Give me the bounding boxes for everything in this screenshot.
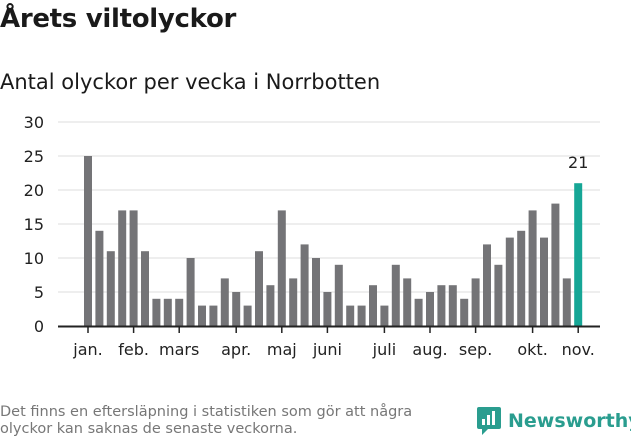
bar-week-11 — [198, 305, 206, 326]
x-tick-label-jan: jan. — [72, 340, 102, 359]
brand-name: Newsworthy — [508, 410, 631, 432]
y-tick-label-15: 15 — [24, 215, 44, 234]
bar-week-44 — [574, 183, 583, 326]
y-tick-label-5: 5 — [34, 283, 44, 302]
bar-week-21 — [312, 258, 320, 326]
bar-week-24 — [346, 305, 355, 326]
bar-week-32 — [437, 285, 446, 326]
bar-week-16 — [255, 251, 263, 326]
bar-week-41 — [540, 237, 548, 326]
chart-subtitle: Antal olyckor per vecka i Norrbotten — [0, 70, 381, 94]
x-tick-label-juni: juni — [312, 340, 342, 359]
x-axis-ticks: jan. feb. mars apr. maj juni juli aug. sep. okt. n… — [72, 327, 595, 359]
bar-week-20 — [300, 244, 309, 326]
annotations: 21 — [568, 153, 588, 172]
bar-week-29 — [403, 278, 412, 326]
brand-logo: Newsworthy — [476, 406, 631, 436]
y-tick-label-25: 25 — [24, 147, 44, 166]
bar-week-7 — [152, 298, 161, 326]
bar-week-4 — [118, 210, 127, 326]
bar-week-40 — [528, 210, 537, 326]
bar-week-42 — [551, 203, 560, 326]
x-tick-label-okt: okt. — [517, 340, 547, 359]
bar-week-10 — [186, 258, 195, 326]
bar-week-18 — [277, 210, 286, 326]
footnote: Det finns en eftersläpning i statistiken… — [0, 404, 413, 437]
x-tick-label-juli: juli — [372, 340, 396, 359]
x-tick-label-maj: maj — [267, 340, 297, 359]
bar-week-37 — [494, 264, 503, 326]
bar-week-27 — [380, 305, 389, 326]
bar-week-19 — [289, 278, 298, 326]
bar-week-13 — [220, 278, 229, 326]
bar-week-31 — [426, 292, 434, 326]
bar-week-25 — [357, 305, 366, 326]
bars — [84, 156, 583, 326]
bar-week-15 — [243, 305, 252, 326]
y-tick-label-30: 30 — [24, 113, 44, 132]
bar-chart: 0 5 10 15 20 25 30 jan. feb. mars apr. maj juni juli… — [24, 113, 600, 359]
bar-week-23 — [334, 264, 343, 326]
bar-week-8 — [163, 298, 172, 326]
bar-week-5 — [129, 210, 138, 326]
bar-week-2 — [95, 230, 104, 326]
x-tick-label-nov: nov. — [562, 340, 595, 359]
x-tick-label-sep: sep. — [459, 340, 492, 359]
bar-week-12 — [209, 305, 218, 326]
x-tick-label-feb: feb. — [118, 340, 149, 359]
bar-week-26 — [369, 285, 377, 326]
bar-week-43 — [562, 278, 571, 326]
bar-week-39 — [517, 230, 526, 326]
bar-week-1 — [84, 156, 92, 326]
bar-week-30 — [414, 298, 423, 326]
bar-week-14 — [232, 292, 241, 326]
bar-week-17 — [266, 285, 275, 326]
bar-week-36 — [483, 244, 491, 326]
x-tick-label-apr: apr. — [221, 340, 251, 359]
bar-week-38 — [505, 237, 514, 326]
y-tick-label-20: 20 — [24, 181, 44, 200]
y-axis-labels: 0 5 10 15 20 25 30 — [24, 113, 44, 336]
bar-week-34 — [460, 298, 469, 326]
y-tick-label-0: 0 — [34, 317, 44, 336]
newsworthy-logo-icon — [477, 407, 501, 435]
bar-week-28 — [391, 264, 400, 326]
bar-week-35 — [471, 278, 480, 326]
x-tick-label-mars: mars — [159, 340, 199, 359]
bar-week-3 — [106, 251, 115, 326]
bar-week-9 — [175, 298, 184, 326]
bar-week-33 — [448, 285, 457, 326]
highlight-value-label: 21 — [568, 153, 588, 172]
x-tick-label-aug: aug. — [412, 340, 447, 359]
chart-title: Årets viltolyckor — [0, 4, 237, 34]
bar-week-22 — [323, 292, 332, 326]
bar-week-6 — [141, 251, 149, 326]
y-tick-label-10: 10 — [24, 249, 44, 268]
